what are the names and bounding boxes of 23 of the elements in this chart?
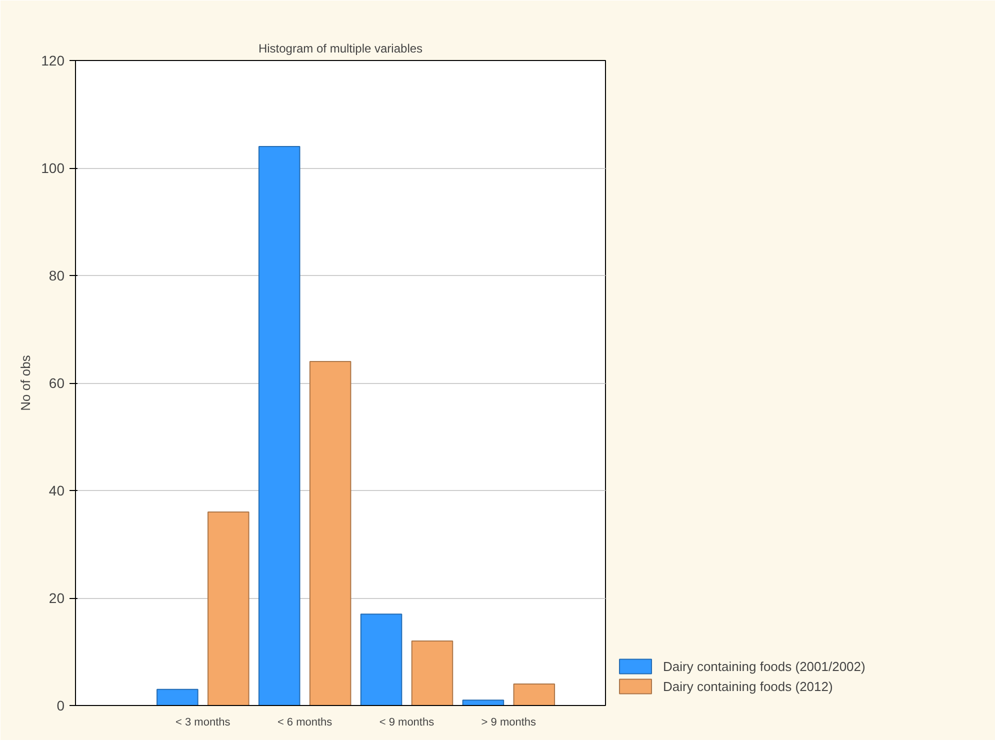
legend-label: Dairy containing foods (2012) — [663, 678, 833, 694]
bar — [462, 700, 504, 706]
bar — [156, 688, 198, 706]
y-tick-label: 20 — [48, 590, 65, 606]
y-tick-label: 40 — [48, 482, 65, 498]
x-tick-label: > 9 months — [481, 716, 537, 728]
bar — [360, 614, 402, 706]
bar — [513, 684, 556, 706]
legend-label: Dairy containing foods (2001/2002) — [663, 658, 866, 674]
bar — [208, 512, 250, 706]
y-tick-label: 60 — [48, 375, 65, 391]
y-tick-label: 120 — [41, 52, 65, 68]
y-tick-label: 100 — [41, 160, 65, 176]
bar — [411, 640, 454, 706]
bar — [258, 146, 300, 706]
chart-title: Histogram of multiple variables — [258, 42, 423, 56]
y-tick-label: 0 — [56, 698, 65, 714]
bar — [309, 361, 352, 706]
x-tick-label: < 6 months — [277, 716, 333, 728]
y-axis-title: No of obs — [18, 354, 34, 411]
x-tick-label: < 9 months — [379, 716, 435, 728]
y-tick-label: 80 — [48, 268, 65, 284]
x-tick-label: < 3 months — [176, 716, 231, 728]
